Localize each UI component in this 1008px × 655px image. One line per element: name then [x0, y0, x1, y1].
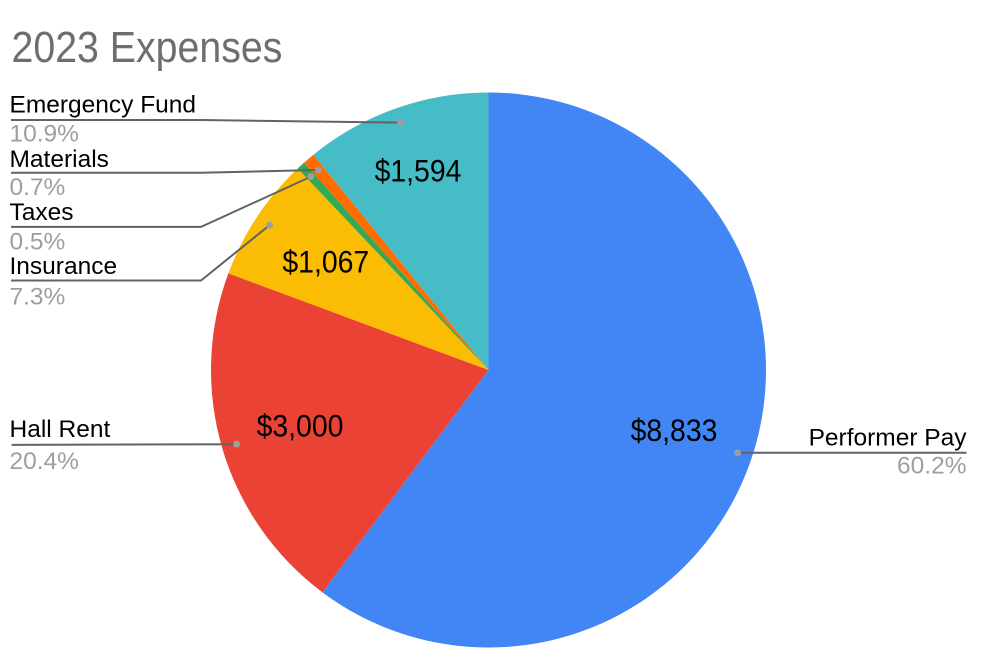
- svg-text:10.9%: 10.9%: [10, 120, 79, 147]
- svg-text:7.3%: 7.3%: [10, 284, 66, 311]
- svg-text:$3,000: $3,000: [257, 409, 344, 444]
- svg-text:Hall Rent: Hall Rent: [10, 416, 111, 443]
- svg-text:Performer Pay: Performer Pay: [809, 424, 968, 451]
- svg-text:Materials: Materials: [10, 146, 109, 173]
- svg-text:$1,067: $1,067: [282, 245, 369, 280]
- svg-text:0.7%: 0.7%: [10, 174, 66, 201]
- svg-text:0.5%: 0.5%: [10, 229, 66, 256]
- svg-text:20.4%: 20.4%: [10, 448, 79, 475]
- svg-text:Insurance: Insurance: [10, 253, 118, 280]
- svg-text:Emergency Fund: Emergency Fund: [10, 91, 197, 118]
- svg-text:Taxes: Taxes: [10, 199, 74, 226]
- svg-text:60.2%: 60.2%: [897, 453, 966, 480]
- svg-text:$8,833: $8,833: [631, 414, 718, 449]
- svg-text:$1,594: $1,594: [375, 154, 462, 189]
- svg-text:2023 Expenses: 2023 Expenses: [12, 23, 283, 71]
